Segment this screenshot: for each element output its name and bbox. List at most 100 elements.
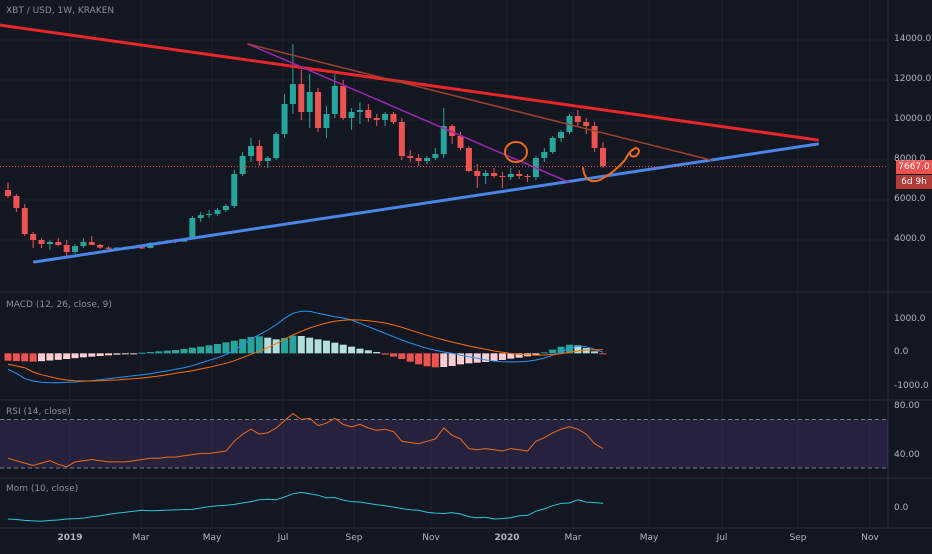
candle-body [340,86,347,118]
macd-histogram-bar [339,344,347,354]
macd-histogram-bar [507,353,515,359]
price-axis-tick: 8000.0 [894,154,926,164]
macd-histogram-bar [88,353,96,357]
candle-body [80,242,87,246]
candle-body [365,110,372,118]
candle-body [222,206,229,210]
macd-histogram-bar [457,353,465,365]
candle-body [139,247,146,249]
candle-body [38,240,45,244]
candle-body [289,84,296,104]
momentum-line [7,491,604,522]
macd-histogram-bar [389,353,397,357]
candle-body [331,86,338,114]
macd-histogram-bar [465,353,473,364]
candle-body [558,132,565,138]
macd-axis-tick: 1000.0 [894,314,926,324]
candle-body [432,154,439,158]
macd-histogram-bar [356,348,364,354]
macd-histogram-bar [12,353,20,361]
x-axis-tick: Mar [564,533,582,543]
macd-histogram-bar [322,340,330,354]
macd-histogram-bar [306,337,314,354]
candle-body [206,214,213,215]
macd-histogram-bar [582,348,590,354]
macd-histogram-bar [205,345,213,354]
candle-body [30,234,37,240]
macd-histogram-bar [381,353,389,355]
mom-title: Mom (10, close) [6,484,79,494]
macd-line [7,310,604,384]
macd-histogram-bar [448,353,456,366]
macd-histogram-bar [348,346,356,354]
candle-body [382,114,389,120]
candle-body [440,126,447,154]
macd-histogram-bar [113,353,121,355]
candle-body [105,247,112,249]
macd-histogram-bar [54,353,62,360]
candle-body [482,173,489,176]
macd-histogram-bar [281,338,289,354]
x-axis-tick: Sep [345,533,363,543]
candle-body [264,158,271,161]
candle-body [323,114,330,128]
candle-body [407,156,414,158]
price-axis-tick: 14000.0 [894,34,932,44]
candle-body [214,210,221,214]
candle-body [574,116,581,122]
macd-histogram-bar [272,339,280,354]
candle-body [591,126,598,148]
price-axis-tick: 12000.0 [894,74,932,84]
macd-histogram-bar [423,353,431,367]
candle-body [273,134,280,158]
blue_support [32,142,820,264]
candle-body [315,92,322,128]
x-axis-tick: May [639,533,659,543]
candle-body [239,156,246,174]
macd-histogram-bar [532,353,540,355]
price-axis-tick: 6000.0 [894,194,926,204]
macd-histogram-bar [222,342,230,354]
macd-title: MACD (12, 26, close, 9) [6,300,112,310]
candle-body [97,245,104,248]
candle-body [13,196,20,208]
candle-body [524,176,531,177]
candle-body [415,158,422,161]
macd-histogram-bar [105,353,113,356]
macd-histogram-bar [515,353,523,358]
candle-body [189,218,196,239]
candle-body [55,242,62,245]
candle-body [507,174,514,177]
candle-body [449,126,456,136]
candle-body [583,122,590,126]
candle-body [549,138,556,152]
macd-histogram-bar [172,350,180,354]
macd-histogram-bar [498,353,506,360]
macd-histogram-bar [331,342,339,354]
x-axis-tick: Nov [422,533,440,543]
candle-body [248,146,255,156]
macd-axis-tick: 0.0 [894,347,909,358]
macd-histogram-bar [38,353,46,362]
macd-histogram-bar [96,353,104,356]
macd-histogram-bar [549,349,557,354]
macd-histogram-bar [415,353,423,365]
candle-body [491,173,498,176]
rsi-line [7,412,604,468]
price-axis-tick: 10000.0 [894,114,932,124]
macd-histogram-bar [599,353,607,355]
macd-histogram-bar [557,346,565,354]
macd-histogram-bar [373,352,381,354]
mom-axis-tick: 0.0 [894,502,909,513]
x-axis-tick: Nov [861,533,879,543]
candle-body [499,176,506,177]
macd-histogram-bar [247,337,255,354]
macd-histogram-bar [197,346,205,354]
brown_line [247,43,712,161]
candle-body [306,92,313,112]
macd-histogram-bar [364,350,372,354]
candle-body [231,174,238,206]
x-axis-tick: Jul [716,533,728,543]
